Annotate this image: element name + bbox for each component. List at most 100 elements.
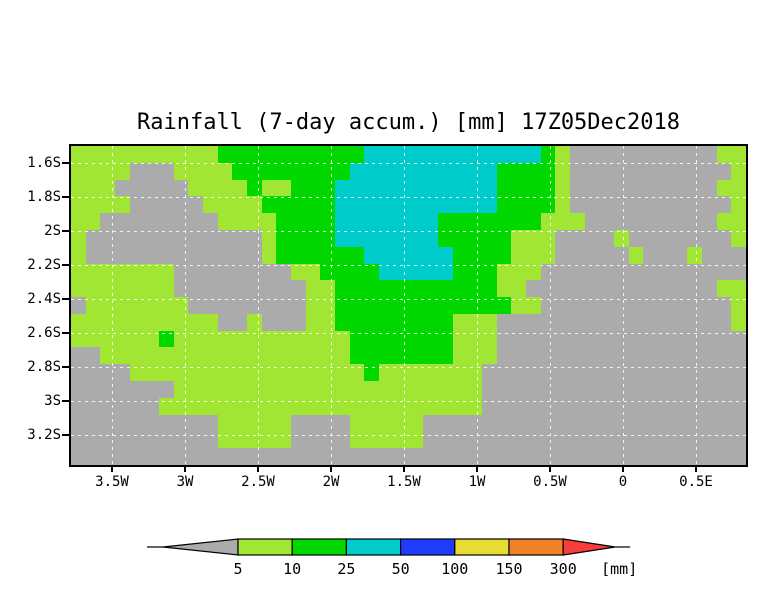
grid-cell (511, 229, 526, 247)
grid-cell (393, 431, 409, 449)
grid-cell (320, 246, 336, 264)
grid-cell (115, 347, 130, 365)
grid-cell (525, 297, 541, 314)
grid-cell (379, 431, 394, 449)
grid-cell (393, 246, 409, 264)
grid-cell (496, 431, 512, 449)
grid-cell (173, 414, 189, 432)
grid-cell (71, 179, 86, 197)
grid-cell (261, 448, 277, 465)
grid-cell (159, 431, 174, 449)
grid-cell (452, 229, 468, 247)
grid-cell (379, 162, 394, 180)
grid-cell (129, 263, 145, 281)
grid-cell (613, 448, 629, 465)
grid-cell (408, 297, 424, 314)
grid-cell (364, 364, 380, 382)
grid-cell (657, 146, 673, 163)
grid-cell (452, 280, 468, 298)
grid-cell (85, 213, 101, 230)
grid-cell (261, 162, 277, 180)
grid-cell (599, 313, 614, 331)
grid-cell (437, 313, 453, 331)
grid-cell (628, 414, 644, 432)
grid-cell (247, 347, 262, 365)
grid-cell (511, 347, 526, 365)
grid-cell (555, 196, 570, 214)
grid-cell (643, 364, 658, 382)
grid-cell (144, 313, 160, 331)
grid-cell (467, 146, 482, 163)
grid-cell (379, 196, 394, 214)
grid-cell (129, 414, 145, 432)
grid-cell (569, 448, 585, 465)
grid-cell (731, 397, 746, 415)
grid-cell (129, 280, 145, 298)
grid-cell (320, 381, 336, 398)
grid-cell (115, 313, 130, 331)
grid-cell (467, 179, 482, 197)
grid-cell (379, 297, 394, 314)
grid-cell (569, 414, 585, 432)
grid-cell (511, 330, 526, 348)
grid-cell (320, 263, 336, 281)
grid-cell (349, 213, 365, 230)
grid-cell (672, 381, 688, 398)
grid-cell (628, 381, 644, 398)
grid-cell (701, 381, 717, 398)
grid-cell (203, 162, 218, 180)
grid-cell (437, 179, 453, 197)
grid-cell (716, 179, 732, 197)
grid-cell (481, 381, 497, 398)
grid-cell (144, 381, 160, 398)
grid-cell (481, 280, 497, 298)
grid-cell (291, 246, 306, 264)
grid-cell (481, 431, 497, 449)
grid-cell (349, 162, 365, 180)
x-tick-label: 2W (322, 474, 340, 490)
x-tick (403, 465, 405, 472)
grid-cell (496, 347, 512, 365)
grid-cell (569, 162, 585, 180)
grid-cell (628, 196, 644, 214)
grid-cell (657, 297, 673, 314)
grid-cell (349, 397, 365, 415)
grid-cell (525, 414, 541, 432)
grid-cell (481, 364, 497, 382)
grid-cell (320, 448, 336, 465)
grid-cell (731, 381, 746, 398)
grid-cell (173, 246, 189, 264)
grid-cell (217, 448, 233, 465)
grid-cell (85, 347, 101, 365)
grid-cell (716, 229, 732, 247)
grid-cell (599, 146, 614, 163)
grid-cell (511, 146, 526, 163)
grid-cell (379, 213, 394, 230)
grid-cell (247, 263, 262, 281)
grid-cell (657, 431, 673, 449)
grid-cell (569, 297, 585, 314)
grid-cell (716, 213, 732, 230)
x-tick (111, 465, 113, 472)
grid-cell (540, 364, 556, 382)
grid-cell (203, 297, 218, 314)
grid-cell (657, 162, 673, 180)
grid-cell (129, 448, 145, 465)
grid-cell (291, 162, 306, 180)
grid-cell (672, 330, 688, 348)
grid-cell (481, 263, 497, 281)
grid-cell (276, 146, 292, 163)
grid-cell (452, 347, 468, 365)
grid-cell (555, 146, 570, 163)
grid-cell (423, 229, 438, 247)
y-tick (62, 264, 69, 266)
grid-cell (628, 297, 644, 314)
grid-cell (643, 179, 658, 197)
grid-cell (452, 263, 468, 281)
grid-cell (511, 196, 526, 214)
grid-cell (364, 213, 380, 230)
gridline-horizontal (71, 197, 746, 198)
grid-cell (232, 196, 248, 214)
grid-cell (217, 313, 233, 331)
grid-cell (129, 397, 145, 415)
